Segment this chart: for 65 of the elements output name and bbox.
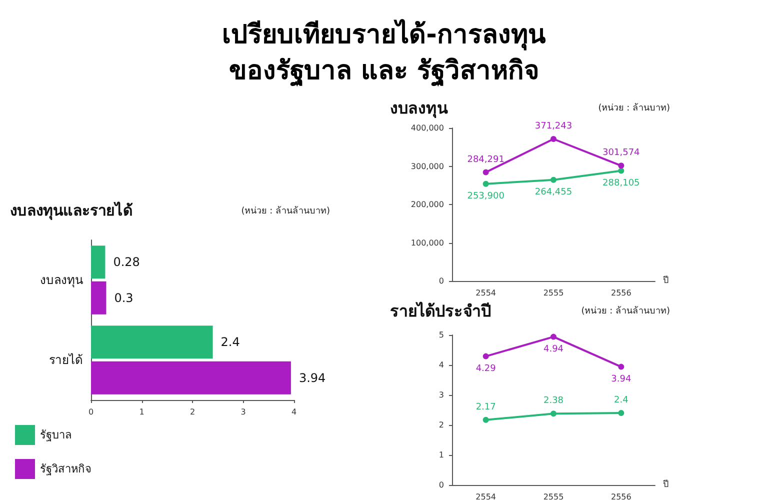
text: (หน่วย : ล้านล้านบาท) bbox=[581, 306, 670, 316]
data-label: 2.4 bbox=[220, 335, 240, 350]
x-axis-title: ปี bbox=[663, 479, 669, 490]
y-tick-label: 300,000 bbox=[410, 162, 444, 171]
bar bbox=[91, 281, 106, 314]
bar bbox=[91, 326, 213, 359]
point bbox=[550, 410, 556, 417]
data-label: 2.17 bbox=[476, 402, 496, 412]
data-label: 4.94 bbox=[543, 344, 564, 354]
data-label: 2.4 bbox=[614, 396, 629, 406]
text: เปรียบเทียบรายได้-การลงทุน ของรัฐบาล และ รัฐวิสาหกิจ bbox=[222, 18, 546, 88]
y-tick-label: รายได้ bbox=[49, 353, 83, 367]
x-axis-title: ปี bbox=[663, 275, 669, 286]
data-label: 4.29 bbox=[476, 364, 496, 374]
point bbox=[550, 176, 556, 183]
data-label: 253,900 bbox=[467, 191, 505, 202]
y-tick-label: 3 bbox=[438, 390, 444, 400]
point bbox=[618, 410, 624, 416]
bar bbox=[91, 246, 106, 279]
point bbox=[618, 364, 624, 370]
data-label: 0.28 bbox=[113, 255, 140, 270]
y-tick-label: 2 bbox=[438, 420, 444, 430]
data-label: 264,455 bbox=[534, 187, 572, 198]
text: (หน่วย : ล้านบาท) bbox=[598, 102, 670, 114]
x-tick-label: 2555 bbox=[543, 288, 564, 298]
point bbox=[482, 180, 489, 187]
x-tick-label: 2556 bbox=[610, 288, 632, 298]
point bbox=[482, 416, 489, 423]
y-tick-label: 100,000 bbox=[410, 238, 444, 248]
x-tick-label: 2555 bbox=[543, 492, 564, 502]
data-label: 2.38 bbox=[543, 396, 564, 406]
x-tick-label: 2554 bbox=[476, 288, 496, 298]
point bbox=[550, 334, 556, 340]
y-tick-label: 4 bbox=[438, 360, 444, 370]
x-tick-label: 3 bbox=[240, 408, 246, 416]
x-tick-label: 4 bbox=[291, 408, 297, 416]
point bbox=[618, 168, 624, 174]
point bbox=[482, 353, 489, 360]
bar bbox=[91, 361, 291, 394]
data-label: 288,105 bbox=[602, 178, 640, 188]
legend-label: รัฐบาล bbox=[40, 428, 72, 442]
y-tick-label: 0 bbox=[438, 276, 444, 286]
text: (หน่วย : ล้านล้านบาท) bbox=[241, 206, 330, 216]
point bbox=[550, 136, 556, 142]
data-label: 0.3 bbox=[114, 290, 134, 305]
y-tick-label: 200,000 bbox=[410, 200, 444, 209]
x-tick-label: 1 bbox=[139, 408, 144, 416]
data-label: 301,574 bbox=[602, 148, 640, 158]
x-tick-label: 0 bbox=[88, 408, 94, 416]
chart-title: รายได้ประจำปี bbox=[390, 302, 491, 320]
x-tick-label: 2 bbox=[190, 408, 196, 416]
data-label: 371,243 bbox=[534, 122, 572, 132]
x-tick-label: 2554 bbox=[476, 492, 496, 502]
y-tick-label: 0 bbox=[438, 480, 444, 490]
y-tick-label: 1 bbox=[438, 450, 444, 460]
y-tick-label: 5 bbox=[438, 330, 444, 340]
point bbox=[618, 162, 624, 169]
chart-subtitle: งบลงทุนและรายได้ bbox=[10, 200, 133, 220]
data-label: 3.94 bbox=[298, 370, 326, 385]
x-tick-label: 2556 bbox=[610, 492, 632, 502]
legend-label: รัฐวิสาหกิจ bbox=[40, 462, 91, 476]
y-tick-label: 400,000 bbox=[410, 124, 444, 132]
data-label: 284,291 bbox=[467, 154, 504, 165]
point bbox=[482, 169, 489, 176]
data-label: 3.94 bbox=[611, 374, 632, 384]
